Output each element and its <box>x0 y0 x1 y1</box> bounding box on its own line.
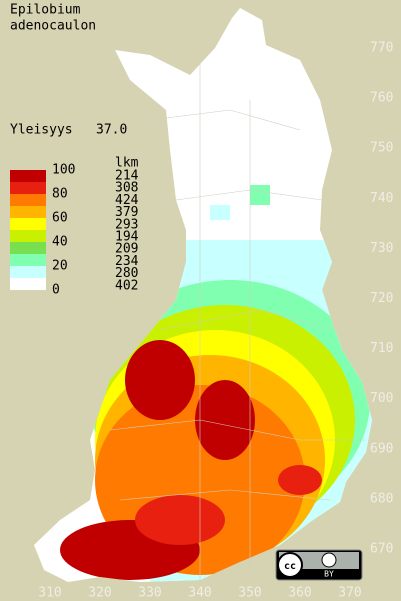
count-label: 424 <box>115 193 139 208</box>
y-label: 680 <box>370 491 393 506</box>
count-label: 194 <box>115 230 139 245</box>
legend-swatch <box>10 242 46 254</box>
legend-header: lkm <box>115 156 139 171</box>
distribution <box>60 185 372 582</box>
legend-swatch <box>10 218 46 230</box>
legend-swatch <box>10 254 46 266</box>
y-label: 740 <box>370 191 393 206</box>
x-label: 340 <box>188 586 211 601</box>
count-label: 280 <box>115 266 138 281</box>
index-label: Yleisyys <box>10 123 73 138</box>
legend-swatch <box>10 278 46 290</box>
count-label: 214 <box>115 169 139 184</box>
count-label: 234 <box>115 254 139 269</box>
x-label: 310 <box>38 586 61 601</box>
y-label: 750 <box>370 141 393 156</box>
count-label: 308 <box>115 181 138 196</box>
title-line: adenocaulon <box>10 19 96 34</box>
count-label: 402 <box>115 278 138 293</box>
scale-label: 0 <box>52 283 60 298</box>
count-label: 209 <box>115 242 138 257</box>
y-label: 770 <box>370 41 393 56</box>
y-label: 690 <box>370 441 393 456</box>
legend-swatch <box>10 182 46 194</box>
scale-label: 20 <box>52 259 68 274</box>
svg-text:cc: cc <box>284 561 296 572</box>
license-badge: cc BY <box>275 549 363 581</box>
borders <box>109 60 365 580</box>
scale-label: 40 <box>52 235 68 250</box>
y-label: 760 <box>370 91 393 106</box>
legend-swatch <box>10 230 46 242</box>
index-value: 37.0 <box>96 123 127 138</box>
title-line: Epilobium <box>10 3 81 18</box>
legend-swatch <box>10 194 46 206</box>
license-text: BY <box>324 570 334 579</box>
scale-label: 100 <box>52 163 75 178</box>
y-label: 720 <box>370 291 393 306</box>
x-label: 320 <box>88 586 111 601</box>
x-label: 330 <box>138 586 161 601</box>
x-label: 370 <box>338 586 361 601</box>
y-label: 700 <box>370 391 393 406</box>
count-label: 379 <box>115 205 138 220</box>
y-label: 670 <box>370 542 393 557</box>
x-label: 360 <box>288 586 311 601</box>
count-label: 293 <box>115 217 138 232</box>
y-label: 710 <box>370 341 393 356</box>
axis-labels: 770 760 750 740 730 720 710 700 690 680 670 310 320 3… <box>38 41 393 601</box>
legend-swatch <box>10 206 46 218</box>
legend: 100 80 60 40 20 0 2143084243792931942092342804… <box>10 163 139 298</box>
legend-swatch <box>10 266 46 278</box>
scale-label: 60 <box>52 211 68 226</box>
scale-label: 80 <box>52 187 68 202</box>
y-label: 730 <box>370 241 393 256</box>
x-label: 350 <box>238 586 261 601</box>
legend-swatch <box>10 170 46 182</box>
